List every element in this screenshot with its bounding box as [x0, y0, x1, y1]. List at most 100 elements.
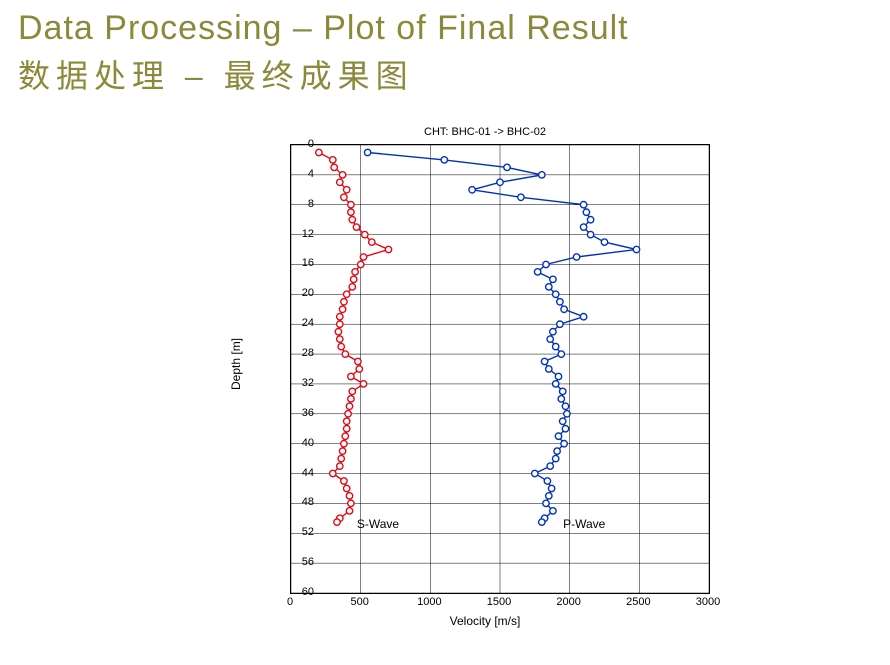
series-marker-P-Wave — [557, 299, 563, 305]
series-marker-P-Wave — [547, 463, 553, 469]
series-marker-S-Wave — [355, 358, 361, 364]
series-marker-S-Wave — [339, 172, 345, 178]
title-chinese: 数据处理 – 最终成果图 — [18, 51, 629, 97]
series-marker-P-Wave — [544, 478, 550, 484]
series-marker-S-Wave — [348, 209, 354, 215]
series-label-P-Wave: P-Wave — [563, 517, 605, 531]
series-marker-P-Wave — [587, 217, 593, 223]
series-marker-P-Wave — [550, 508, 556, 514]
x-tick-label: 1500 — [487, 596, 511, 608]
series-marker-P-Wave — [587, 231, 593, 237]
series-marker-P-Wave — [504, 164, 510, 170]
series-marker-S-Wave — [346, 493, 352, 499]
y-tick-label: 12 — [302, 228, 314, 240]
series-marker-P-Wave — [497, 179, 503, 185]
series-marker-P-Wave — [539, 172, 545, 178]
series-marker-P-Wave — [580, 314, 586, 320]
series-marker-P-Wave — [580, 224, 586, 230]
series-marker-P-Wave — [546, 366, 552, 372]
series-marker-S-Wave — [353, 224, 359, 230]
velocity-depth-chart: CHT: BHC-01 -> BHC-02 Depth [m] 05001000… — [230, 130, 740, 650]
series-marker-P-Wave — [560, 388, 566, 394]
series-marker-P-Wave — [562, 426, 568, 432]
series-marker-S-Wave — [351, 276, 357, 282]
series-marker-P-Wave — [469, 187, 475, 193]
plot-svg — [291, 145, 709, 593]
series-marker-P-Wave — [547, 336, 553, 342]
y-tick-label: 32 — [302, 377, 314, 389]
series-marker-P-Wave — [561, 306, 567, 312]
series-marker-S-Wave — [331, 164, 337, 170]
series-marker-P-Wave — [561, 441, 567, 447]
series-marker-P-Wave — [534, 269, 540, 275]
series-marker-S-Wave — [348, 373, 354, 379]
title-english: Data Processing – Plot of Final Result — [18, 8, 629, 49]
series-marker-S-Wave — [337, 314, 343, 320]
series-line-S-Wave — [319, 153, 389, 523]
series-marker-P-Wave — [583, 209, 589, 215]
series-marker-P-Wave — [441, 157, 447, 163]
y-axis-label: Depth [m] — [229, 338, 243, 390]
series-marker-P-Wave — [633, 246, 639, 252]
series-marker-S-Wave — [348, 396, 354, 402]
series-label-S-Wave: S-Wave — [357, 517, 399, 531]
series-marker-S-Wave — [349, 284, 355, 290]
series-marker-P-Wave — [560, 418, 566, 424]
series-marker-S-Wave — [348, 202, 354, 208]
series-marker-S-Wave — [337, 179, 343, 185]
x-tick-label: 0 — [287, 596, 293, 608]
series-marker-P-Wave — [553, 343, 559, 349]
series-marker-S-Wave — [360, 254, 366, 260]
series-marker-S-Wave — [346, 403, 352, 409]
series-marker-S-Wave — [345, 411, 351, 417]
series-marker-P-Wave — [555, 373, 561, 379]
series-marker-S-Wave — [335, 329, 341, 335]
series-marker-S-Wave — [349, 388, 355, 394]
series-marker-P-Wave — [548, 485, 554, 491]
series-marker-P-Wave — [555, 433, 561, 439]
series-marker-S-Wave — [341, 441, 347, 447]
series-marker-S-Wave — [344, 291, 350, 297]
series-marker-S-Wave — [346, 508, 352, 514]
series-marker-P-Wave — [573, 254, 579, 260]
series-marker-S-Wave — [339, 306, 345, 312]
series-marker-S-Wave — [369, 239, 375, 245]
y-tick-label: 36 — [302, 407, 314, 419]
y-tick-label: 60 — [302, 586, 314, 598]
series-marker-S-Wave — [337, 336, 343, 342]
series-line-P-Wave — [368, 153, 637, 523]
chart-title: CHT: BHC-01 -> BHC-02 — [230, 126, 740, 138]
series-marker-S-Wave — [334, 519, 340, 525]
series-marker-P-Wave — [541, 358, 547, 364]
series-marker-P-Wave — [554, 448, 560, 454]
series-marker-P-Wave — [539, 519, 545, 525]
series-marker-S-Wave — [339, 448, 345, 454]
x-tick-label: 3000 — [696, 596, 720, 608]
y-tick-label: 44 — [302, 467, 314, 479]
series-marker-S-Wave — [352, 269, 358, 275]
series-marker-S-Wave — [341, 299, 347, 305]
series-marker-P-Wave — [558, 396, 564, 402]
series-marker-P-Wave — [550, 329, 556, 335]
y-tick-label: 20 — [302, 287, 314, 299]
series-marker-S-Wave — [362, 231, 368, 237]
x-axis-label: Velocity [m/s] — [230, 614, 740, 628]
series-marker-S-Wave — [337, 321, 343, 327]
series-marker-P-Wave — [558, 351, 564, 357]
series-marker-P-Wave — [580, 202, 586, 208]
y-tick-label: 0 — [308, 138, 314, 150]
series-marker-P-Wave — [364, 149, 370, 155]
x-tick-label: 1000 — [417, 596, 441, 608]
plot-area — [290, 144, 710, 594]
series-marker-S-Wave — [344, 418, 350, 424]
series-marker-S-Wave — [316, 149, 322, 155]
series-marker-S-Wave — [358, 261, 364, 267]
series-marker-S-Wave — [338, 343, 344, 349]
series-marker-S-Wave — [341, 478, 347, 484]
series-marker-S-Wave — [342, 351, 348, 357]
series-marker-P-Wave — [543, 500, 549, 506]
y-tick-label: 28 — [302, 347, 314, 359]
page-title-block: Data Processing – Plot of Final Result 数… — [18, 8, 629, 97]
x-tick-label: 500 — [350, 596, 368, 608]
y-tick-label: 4 — [308, 168, 314, 180]
